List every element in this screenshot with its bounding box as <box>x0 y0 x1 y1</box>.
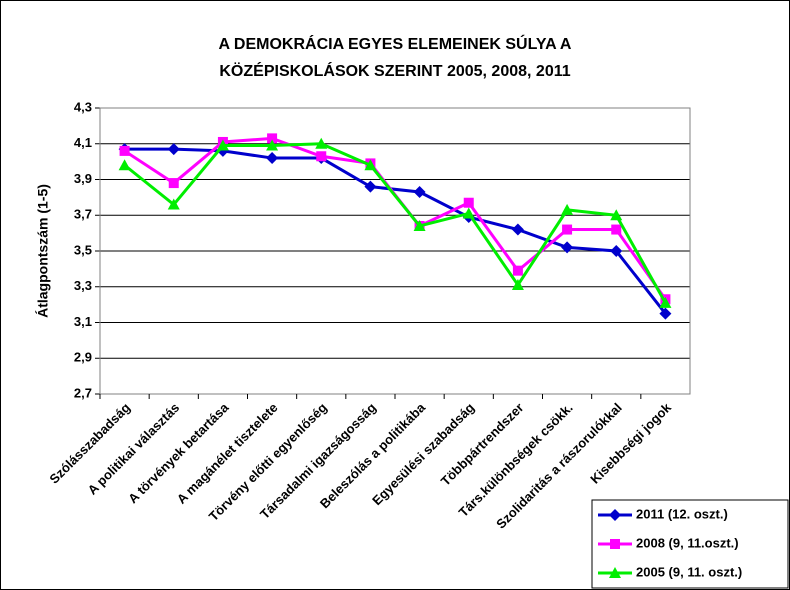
marker <box>167 143 180 156</box>
marker <box>561 203 574 215</box>
marker <box>512 265 523 276</box>
y-tick-label: 2,7 <box>74 385 92 400</box>
series-line <box>123 142 667 304</box>
marker <box>609 567 621 578</box>
y-tick-label: 3,5 <box>74 242 92 257</box>
marker <box>119 145 130 156</box>
y-tick-label: 3,1 <box>74 314 92 329</box>
marker <box>216 139 229 151</box>
marker <box>462 207 475 219</box>
marker <box>463 197 474 208</box>
marker <box>659 307 672 320</box>
marker <box>413 219 426 231</box>
y-tick-label: 2,9 <box>74 350 92 365</box>
marker <box>659 296 672 308</box>
marker <box>561 241 574 254</box>
marker <box>364 159 377 171</box>
legend-label: 2008 (9, 11.oszt.) <box>636 535 739 550</box>
marker <box>610 209 623 221</box>
marker <box>316 151 327 162</box>
y-tick-label: 4,3 <box>74 99 92 114</box>
marker <box>610 539 620 549</box>
marker <box>168 178 179 189</box>
marker <box>511 278 524 290</box>
legend-label: 2011 (12. oszt.) <box>636 506 728 521</box>
marker <box>413 186 426 199</box>
y-tick-label: 3,3 <box>74 278 92 293</box>
marker <box>609 509 621 521</box>
y-tick-label: 4,1 <box>74 135 92 150</box>
marker <box>266 152 279 165</box>
y-tick-label: 3,9 <box>74 171 92 186</box>
marker <box>118 159 131 171</box>
marker <box>511 223 524 236</box>
marker <box>315 137 328 149</box>
chart-title: KÖZÉPISKOLÁSOK SZERINT 2005, 2008, 2011 <box>219 61 570 80</box>
marker <box>611 224 622 235</box>
marker <box>364 180 377 193</box>
marker <box>267 133 278 144</box>
marker <box>562 224 573 235</box>
marker <box>266 139 279 151</box>
y-tick-label: 3,7 <box>74 207 92 222</box>
marker <box>610 245 623 257</box>
y-axis-label: Átlagpontszám (1-5) <box>35 184 51 318</box>
chart-title: A DEMOKRÁCIA EGYES ELEMEINEK SÚLYA A <box>219 34 572 53</box>
legend-label: 2005 (9, 11. oszt.) <box>636 564 742 579</box>
marker <box>167 198 180 210</box>
